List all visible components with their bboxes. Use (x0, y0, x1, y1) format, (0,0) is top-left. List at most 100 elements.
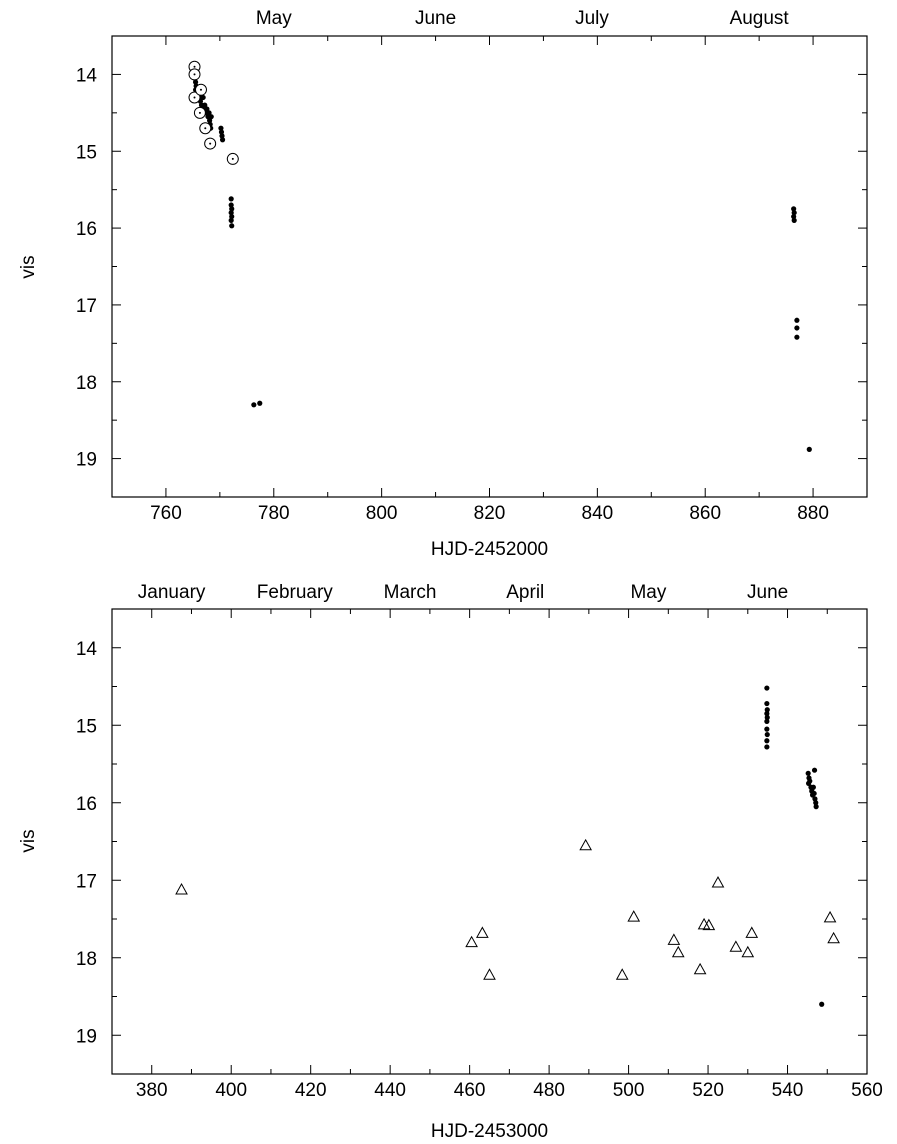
data-point-circle-center (193, 73, 196, 76)
y-tick-label: 19 (76, 1026, 97, 1047)
x-tick-label: 460 (454, 1080, 486, 1101)
data-point-circle (226, 152, 239, 165)
data-point-triangle (827, 931, 840, 944)
x-tick-label: 780 (258, 503, 290, 524)
data-point-dot (192, 79, 199, 85)
data-point-dot (229, 223, 235, 229)
data-point-triangle (693, 962, 707, 975)
month-label: June (415, 8, 456, 29)
data-point-dot (806, 446, 812, 452)
y-tick-label: 17 (76, 296, 97, 317)
data-point-dot (764, 726, 770, 732)
data-point-dot (764, 718, 770, 724)
y-axis-label: vis (18, 829, 39, 852)
y-tick-label: 16 (76, 794, 97, 815)
month-label: August (730, 8, 790, 29)
month-label: July (575, 8, 609, 29)
x-tick-label: 860 (689, 503, 721, 524)
data-point-circle (188, 91, 201, 104)
month-label: January (138, 582, 206, 603)
chart-bottom: 380 400 420 440 460 480 500 520 540 560 14 15 16 17 18… (18, 582, 883, 1142)
data-point-dot (219, 137, 226, 143)
data-point-dot (819, 1001, 825, 1007)
x-tick-label: 820 (474, 503, 506, 524)
data-point-dot (251, 402, 257, 408)
y-tick-label: 15 (76, 716, 97, 737)
data-point-dot (764, 731, 770, 738)
data-point-dot (229, 213, 235, 220)
data-point-circle-center (193, 96, 196, 99)
data-point-dot (807, 778, 813, 784)
data-point-dot (228, 217, 234, 223)
data-point-circle-center (199, 88, 202, 91)
data-point-dot (813, 804, 819, 810)
x-tick-label: 760 (150, 503, 182, 524)
month-label: March (384, 582, 437, 603)
data-point-triangle (175, 883, 188, 895)
data-point-dot (791, 210, 797, 216)
data-point-triangle (671, 945, 685, 958)
data-point-circle-center (204, 127, 207, 130)
data-point-dot (764, 744, 770, 750)
y-tick-label: 19 (76, 450, 97, 471)
data-point-triangle (615, 968, 629, 980)
y-tick-label: 14 (76, 639, 98, 660)
y-tick-label: 15 (76, 142, 97, 163)
data-point-triangle (741, 945, 755, 958)
data-point-dot (794, 317, 800, 323)
data-point-dot (811, 767, 818, 773)
data-point-dot (805, 770, 811, 776)
month-label: May (630, 582, 666, 603)
data-point-dot (229, 206, 235, 212)
data-point-dot (791, 213, 797, 220)
data-point-triangle (627, 910, 641, 922)
month-label: February (257, 582, 334, 603)
y-axis-label: vis (18, 255, 39, 278)
data-point-dot (228, 202, 234, 208)
data-point-circle (204, 137, 217, 150)
x-tick-label: 480 (533, 1080, 565, 1101)
month-label: May (256, 8, 292, 29)
plot-frame (111, 608, 868, 1075)
y-tick-label: 18 (76, 373, 97, 394)
x-tick-label: 540 (772, 1080, 804, 1101)
data-point-dot (219, 133, 225, 139)
data-point-triangle (667, 933, 681, 945)
data-point-circle (188, 68, 201, 81)
data-point-dot (813, 800, 819, 806)
data-point-triangle (729, 940, 743, 952)
data-point-dot (764, 738, 770, 744)
y-tick-label: 18 (76, 949, 97, 970)
data-point-dot (764, 700, 770, 707)
plot-frame (111, 35, 868, 498)
data-point-triangle (483, 968, 496, 980)
data-point-circle-center (193, 65, 196, 68)
x-tick-label: 880 (797, 503, 829, 524)
x-tick-label: 420 (295, 1080, 327, 1101)
x-tick-label: 400 (215, 1080, 247, 1101)
x-axis-label: HJD-2453000 (431, 1121, 548, 1142)
data-point-dot (791, 206, 797, 212)
data-point-circle (193, 106, 206, 119)
data-point-dot (811, 790, 817, 797)
x-tick-label: 800 (366, 503, 398, 524)
month-label: April (506, 582, 544, 603)
data-point-dot (218, 129, 225, 135)
x-tick-label: 500 (613, 1080, 645, 1101)
month-label: June (747, 582, 788, 603)
data-point-dot (208, 114, 214, 120)
data-point-triangle (823, 910, 837, 923)
data-point-dot (228, 210, 234, 216)
data-point-dot (764, 685, 770, 691)
data-point-dot (791, 217, 797, 223)
data-point-dot (764, 707, 770, 713)
data-point-dot (764, 711, 770, 717)
data-point-dot (200, 94, 206, 101)
data-point-dot (206, 110, 212, 116)
x-tick-label: 840 (582, 503, 614, 524)
data-point-triangle (579, 838, 593, 851)
chart-top: 760 780 800 820 840 860 880 14 15 16 17 18 19 May June… (18, 8, 868, 560)
data-point-dot (202, 102, 208, 108)
data-point-dot (257, 400, 263, 406)
